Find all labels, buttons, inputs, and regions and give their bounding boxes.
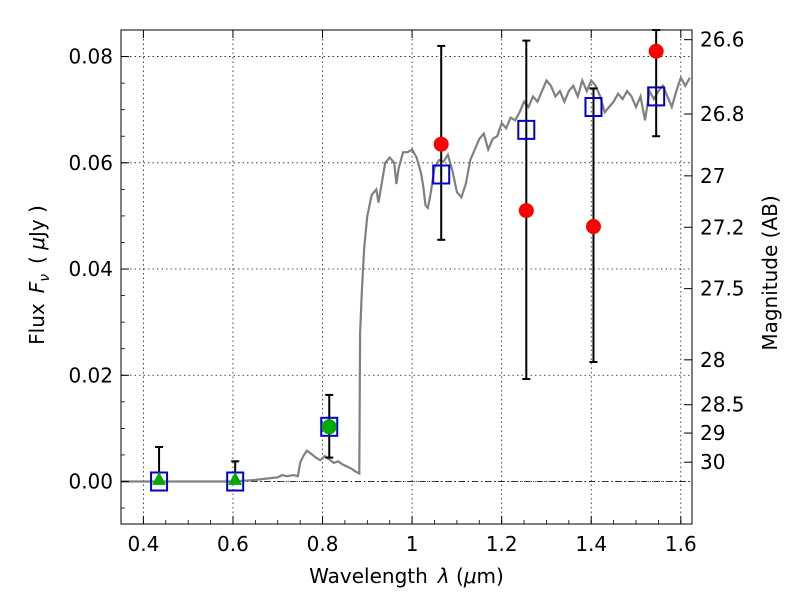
detection-green-circle	[321, 419, 337, 435]
y-axis-title: Flux Fν ( μJy )	[25, 205, 53, 345]
x-axis-title: Wavelength λ (μm)	[309, 564, 504, 588]
x-axis-title-unit-rest: m)	[477, 564, 504, 588]
y2-tick-label: 30	[700, 450, 725, 474]
y-axis-title-symbol: F	[25, 281, 49, 293]
y2-tick-label: 29	[700, 421, 725, 445]
x-tick-label: 1	[406, 532, 419, 556]
y-tick-label: 0.02	[68, 363, 113, 387]
model-square	[517, 119, 536, 140]
x-axis-title-main: Wavelength	[309, 564, 428, 588]
x-tick-label: 1.2	[486, 532, 518, 556]
y-tick-label: 0.08	[68, 45, 113, 69]
y2-tick-label: 28.5	[700, 393, 745, 417]
x-axis-title-mu: μ	[463, 564, 477, 588]
x-axis-title-lambda: λ	[437, 564, 450, 588]
data-layer	[121, 29, 691, 492]
model-square	[584, 97, 603, 118]
y2-axis-title: Magnitude (AB)	[758, 195, 782, 350]
y2-tick-label: 28	[700, 348, 725, 372]
x-tick-label: 1.4	[575, 532, 607, 556]
y-axis-title-unit-rest: Jy )	[25, 205, 49, 239]
grid-layer	[121, 30, 692, 524]
upper-limit-triangle	[152, 471, 167, 485]
detection-red-circle	[585, 219, 601, 235]
model-square	[647, 86, 666, 107]
y2-tick-label: 27.2	[700, 215, 745, 239]
y-tick-label: 0.04	[68, 257, 113, 281]
y-tick-label: 0.00	[68, 470, 113, 494]
detection-red-circle	[433, 136, 449, 152]
plot-frame	[120, 29, 693, 525]
model-square	[320, 416, 339, 437]
detection-red-circle	[648, 43, 664, 59]
y-axis-title-sub: ν	[37, 274, 53, 282]
y-axis-title-main: Flux	[25, 303, 49, 345]
detection-red-circle	[518, 203, 534, 219]
y-axis-title-mu: μ	[25, 237, 49, 251]
x-tick-label: 0.8	[307, 532, 339, 556]
spectrum-line	[121, 75, 691, 483]
x-axis-title-unit-open: (	[450, 564, 464, 588]
model-square	[432, 164, 451, 185]
y2-tick-label: 27	[700, 164, 725, 188]
upper-limit-triangle	[228, 471, 243, 485]
tick-layer: 0.4 0.6 0.8 1 1.2 1.4 1.6 0.00 0.02 0.04 0.06 0.08 2…	[68, 28, 744, 556]
y2-tick-label: 27.5	[700, 277, 745, 301]
y-tick-label: 0.06	[68, 151, 113, 175]
y-axis-title-unit-open: (	[25, 250, 49, 264]
x-tick-label: 0.4	[127, 532, 159, 556]
y2-tick-label: 26.8	[700, 102, 745, 126]
x-tick-label: 0.6	[217, 532, 249, 556]
y2-tick-label: 26.6	[700, 28, 745, 52]
x-tick-label: 1.6	[665, 532, 697, 556]
